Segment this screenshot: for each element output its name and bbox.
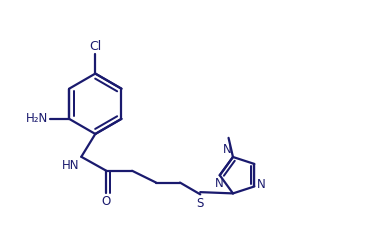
Text: S: S (197, 196, 204, 210)
Text: O: O (102, 196, 111, 209)
Text: Cl: Cl (89, 40, 101, 53)
Text: HN: HN (62, 159, 79, 172)
Text: H₂N: H₂N (26, 112, 48, 125)
Text: N: N (215, 177, 224, 190)
Text: N: N (223, 142, 232, 155)
Text: N: N (257, 178, 266, 191)
